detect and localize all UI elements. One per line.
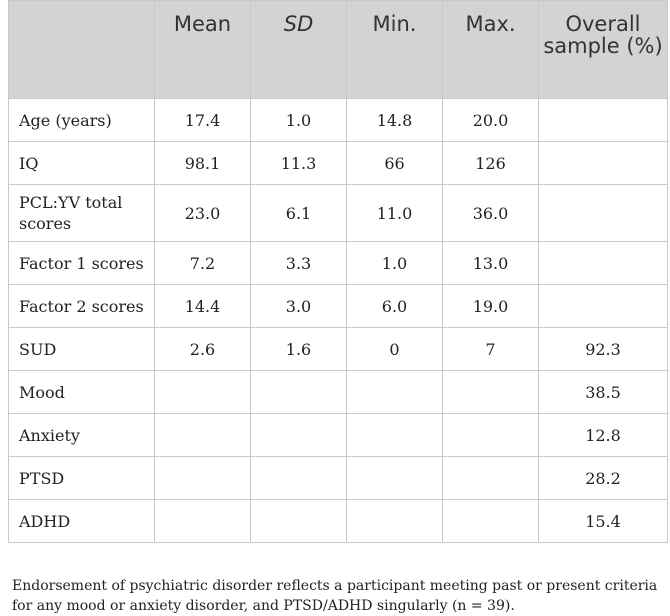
cell-overall [538, 284, 668, 328]
cell-max: 20.0 [442, 98, 539, 142]
cell-sd: 3.0 [250, 284, 347, 328]
cell-sd [250, 456, 347, 500]
cell-sd [250, 499, 347, 543]
table-row: IQ 98.1 11.3 66 126 [8, 141, 668, 185]
cell-min: 0 [346, 327, 443, 371]
cell-overall: 92.3 [538, 327, 668, 371]
cell-min: 1.0 [346, 241, 443, 285]
table-row: ADHD 15.4 [8, 499, 668, 543]
header-empty [8, 0, 155, 99]
cell-overall [538, 141, 668, 185]
cell-min: 14.8 [346, 98, 443, 142]
row-label: IQ [8, 141, 155, 185]
cell-sd: 11.3 [250, 141, 347, 185]
cell-overall: 15.4 [538, 499, 668, 543]
header-mean: Mean [154, 0, 251, 99]
row-label: PTSD [8, 456, 155, 500]
header-sd: SD [250, 0, 347, 99]
table-row: Age (years) 17.4 1.0 14.8 20.0 [8, 98, 668, 142]
cell-overall: 12.8 [538, 413, 668, 457]
cell-mean [154, 456, 251, 500]
cell-sd [250, 370, 347, 414]
table-body: Age (years) 17.4 1.0 14.8 20.0 IQ 98.1 1… [8, 98, 668, 543]
cell-min [346, 413, 443, 457]
header-row: Mean SD Min. Max. Overall sample (%) [8, 0, 668, 99]
table-row: Factor 1 scores 7.2 3.3 1.0 13.0 [8, 241, 668, 285]
row-label: PCL:YV total scores [8, 184, 155, 242]
cell-mean: 2.6 [154, 327, 251, 371]
cell-max [442, 499, 539, 543]
cell-sd: 3.3 [250, 241, 347, 285]
cell-mean [154, 370, 251, 414]
cell-overall: 28.2 [538, 456, 668, 500]
cell-min [346, 456, 443, 500]
descriptive-statistics-table: Mean SD Min. Max. Overall sample (%) Age… [8, 0, 668, 543]
cell-mean: 14.4 [154, 284, 251, 328]
cell-max: 13.0 [442, 241, 539, 285]
cell-mean [154, 413, 251, 457]
cell-min: 11.0 [346, 184, 443, 242]
cell-min [346, 499, 443, 543]
table-row: PCL:YV total scores 23.0 6.1 11.0 36.0 [8, 184, 668, 242]
cell-min [346, 370, 443, 414]
cell-overall [538, 98, 668, 142]
cell-sd: 1.0 [250, 98, 347, 142]
table-row: PTSD 28.2 [8, 456, 668, 500]
row-label: ADHD [8, 499, 155, 543]
cell-overall [538, 241, 668, 285]
cell-max: 7 [442, 327, 539, 371]
row-label: Anxiety [8, 413, 155, 457]
cell-max: 19.0 [442, 284, 539, 328]
cell-mean: 7.2 [154, 241, 251, 285]
table-row: SUD 2.6 1.6 0 7 92.3 [8, 327, 668, 371]
cell-min: 66 [346, 141, 443, 185]
row-label: SUD [8, 327, 155, 371]
table-row: Factor 2 scores 14.4 3.0 6.0 19.0 [8, 284, 668, 328]
cell-mean [154, 499, 251, 543]
cell-sd [250, 413, 347, 457]
cell-sd: 6.1 [250, 184, 347, 242]
cell-overall: 38.5 [538, 370, 668, 414]
cell-max [442, 456, 539, 500]
cell-sd: 1.6 [250, 327, 347, 371]
row-label: Factor 1 scores [8, 241, 155, 285]
cell-max: 126 [442, 141, 539, 185]
cell-mean: 98.1 [154, 141, 251, 185]
header-overall-sample: Overall sample (%) [538, 0, 668, 99]
cell-overall [538, 184, 668, 242]
cell-min: 6.0 [346, 284, 443, 328]
cell-max [442, 370, 539, 414]
row-label: Age (years) [8, 98, 155, 142]
cell-max: 36.0 [442, 184, 539, 242]
table-row: Anxiety 12.8 [8, 413, 668, 457]
row-label: Mood [8, 370, 155, 414]
row-label: Factor 2 scores [8, 284, 155, 328]
table-header: Mean SD Min. Max. Overall sample (%) [8, 0, 668, 99]
header-max: Max. [442, 0, 539, 99]
cell-mean: 17.4 [154, 98, 251, 142]
header-min: Min. [346, 0, 443, 99]
table-footnote: Endorsement of psychiatric disorder refl… [12, 578, 658, 614]
table-row: Mood 38.5 [8, 370, 668, 414]
cell-mean: 23.0 [154, 184, 251, 242]
cell-max [442, 413, 539, 457]
